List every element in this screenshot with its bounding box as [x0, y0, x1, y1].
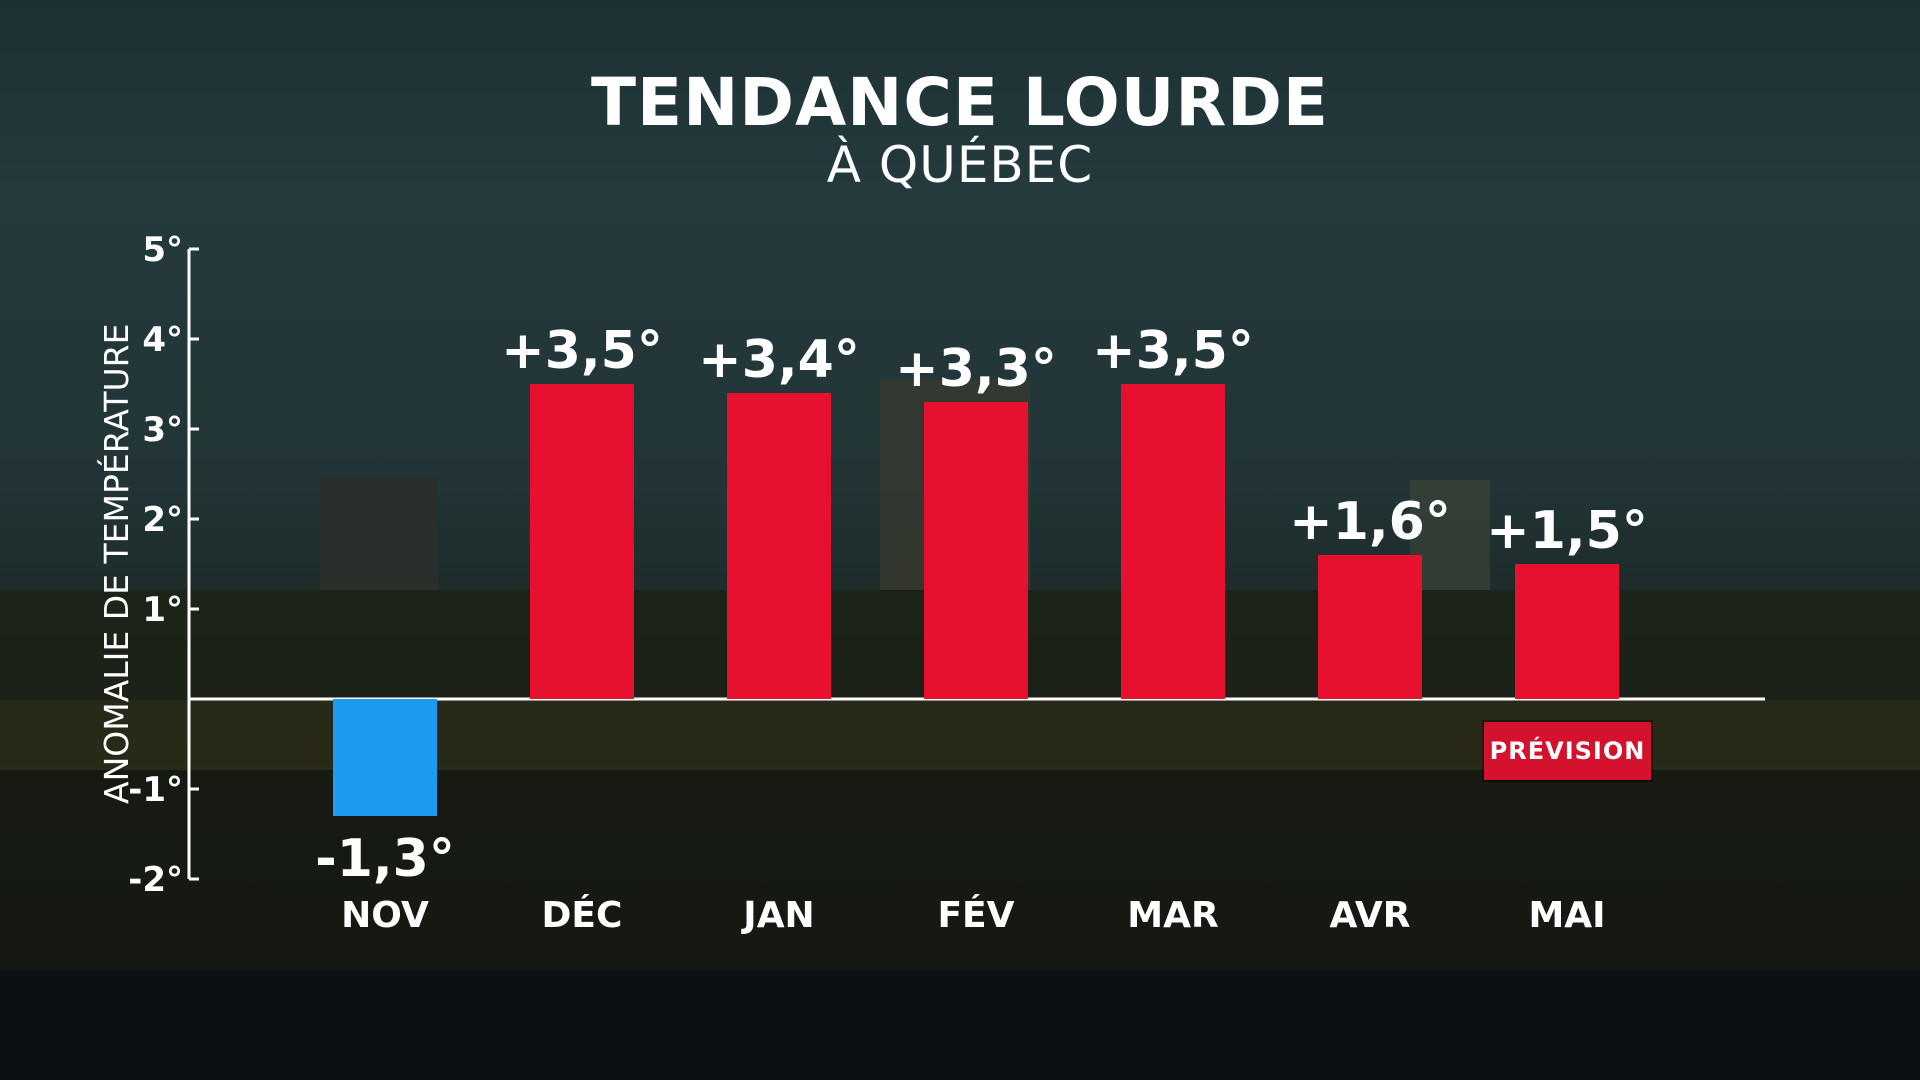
data-label: +3,4°: [698, 330, 860, 390]
x-tick-label: MAI: [1528, 895, 1605, 936]
bar-mai: [1515, 564, 1619, 699]
x-tick-label: FÉV: [937, 894, 1014, 936]
bar-déc: [530, 384, 634, 699]
data-label: +1,5°: [1486, 501, 1648, 561]
prevision-badge: PRÉVISION: [1484, 722, 1651, 780]
y-tick-label: -2°: [128, 860, 183, 900]
x-tick-label: MAR: [1127, 895, 1218, 936]
bar-avr: [1318, 555, 1422, 699]
data-label: +3,3°: [895, 339, 1057, 399]
chart-subtitle: À QUÉBEC: [826, 136, 1094, 194]
x-tick-label: NOV: [341, 895, 429, 936]
y-tick-label: 1°: [142, 590, 183, 630]
bar-mar: [1121, 384, 1225, 699]
y-tick-label: 3°: [142, 410, 183, 450]
x-tick-label: JAN: [740, 895, 814, 936]
y-tick-label: 2°: [142, 500, 183, 540]
y-tick-label: 4°: [142, 320, 183, 360]
data-label: -1,3°: [315, 829, 455, 889]
data-label: +3,5°: [501, 321, 663, 381]
data-label: +1,6°: [1289, 492, 1451, 552]
bar-jan: [727, 393, 831, 699]
y-tick-label: 5°: [142, 230, 183, 270]
bar-nov: [333, 699, 437, 816]
y-tick-label: -1°: [128, 770, 183, 810]
x-tick-label: AVR: [1330, 895, 1411, 936]
bar-fév: [924, 402, 1028, 699]
chart-title: TENDANCE LOURDE: [590, 64, 1330, 141]
x-tick-label: DÉC: [542, 894, 623, 936]
data-label: +3,5°: [1092, 321, 1254, 381]
